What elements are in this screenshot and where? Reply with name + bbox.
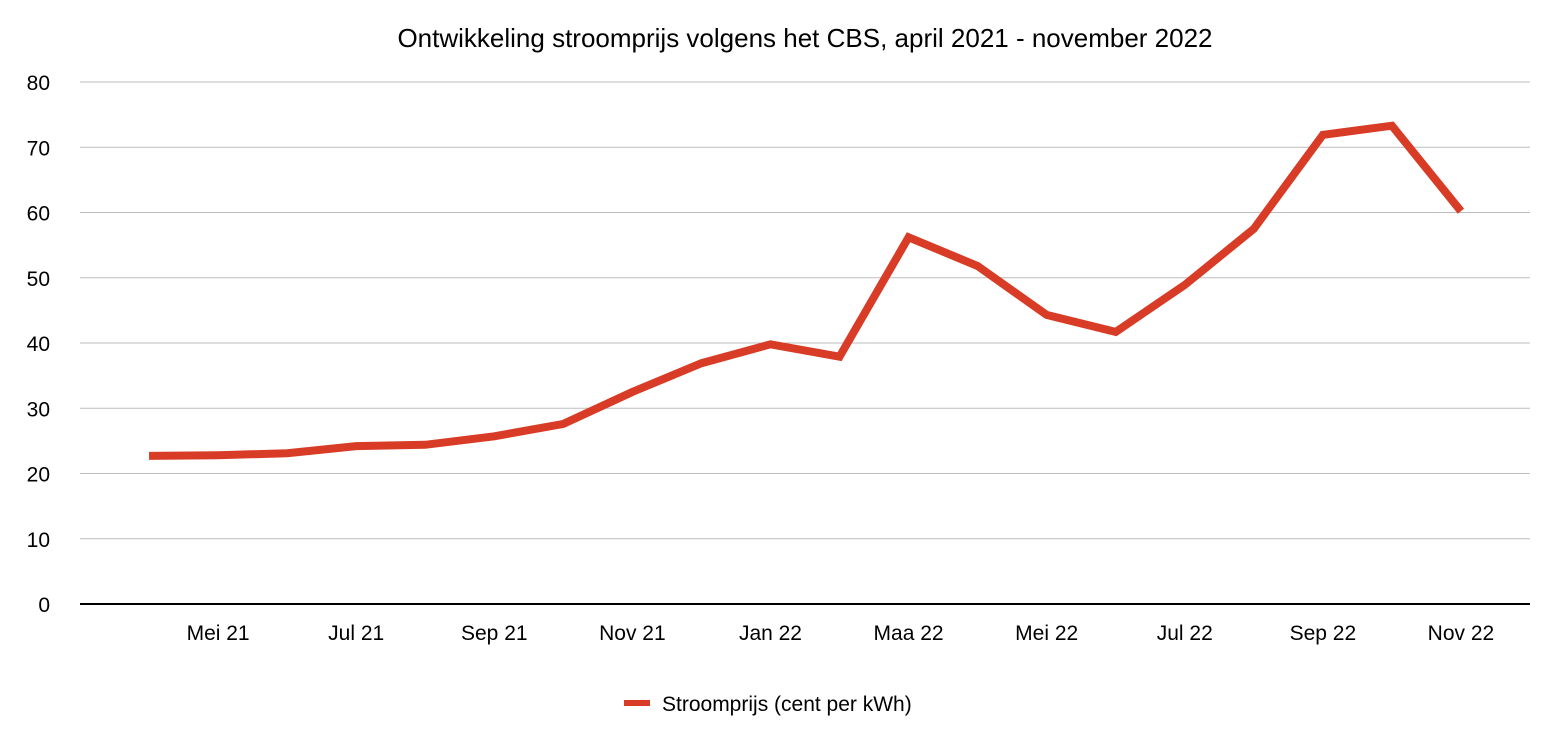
x-axis-ticks: Mei 21 Jul 21 Sep 21 Nov 21 Jan 22 Maa 22 Mei …: [187, 622, 1495, 645]
x-tick-label: Jul 21: [328, 622, 384, 645]
x-tick-label: Nov 22: [1428, 622, 1495, 645]
y-tick-label: 70: [27, 137, 50, 160]
y-tick-label: 20: [27, 464, 50, 487]
x-tick-label: Sep 21: [461, 622, 528, 645]
y-tick-label: 10: [27, 529, 50, 552]
chart-title: Ontwikkeling stroomprijs volgens het CBS…: [397, 23, 1212, 53]
y-tick-label: 40: [27, 333, 50, 356]
legend: Stroomprijs (cent per kWh): [624, 693, 912, 716]
series-group: [148, 121, 1465, 460]
x-tick-label: Maa 22: [874, 622, 944, 645]
gridlines: [80, 81, 1530, 540]
y-tick-label: 0: [38, 594, 50, 617]
y-axis-ticks: 0 10 20 30 40 50 60 70 80: [27, 72, 50, 617]
y-tick-label: 30: [27, 398, 50, 421]
x-tick-label: Mei 21: [187, 622, 250, 645]
y-tick-label: 60: [27, 203, 50, 226]
x-tick-label: Nov 21: [599, 622, 666, 645]
series-line: [149, 121, 1465, 460]
x-tick-label: Jan 22: [739, 622, 802, 645]
y-tick-label: 80: [27, 72, 50, 95]
y-tick-label: 50: [27, 268, 50, 291]
x-tick-label: Sep 22: [1290, 622, 1357, 645]
x-tick-label: Jul 22: [1157, 622, 1213, 645]
x-tick-label: Mei 22: [1015, 622, 1078, 645]
legend-label: Stroomprijs (cent per kWh): [662, 693, 912, 716]
